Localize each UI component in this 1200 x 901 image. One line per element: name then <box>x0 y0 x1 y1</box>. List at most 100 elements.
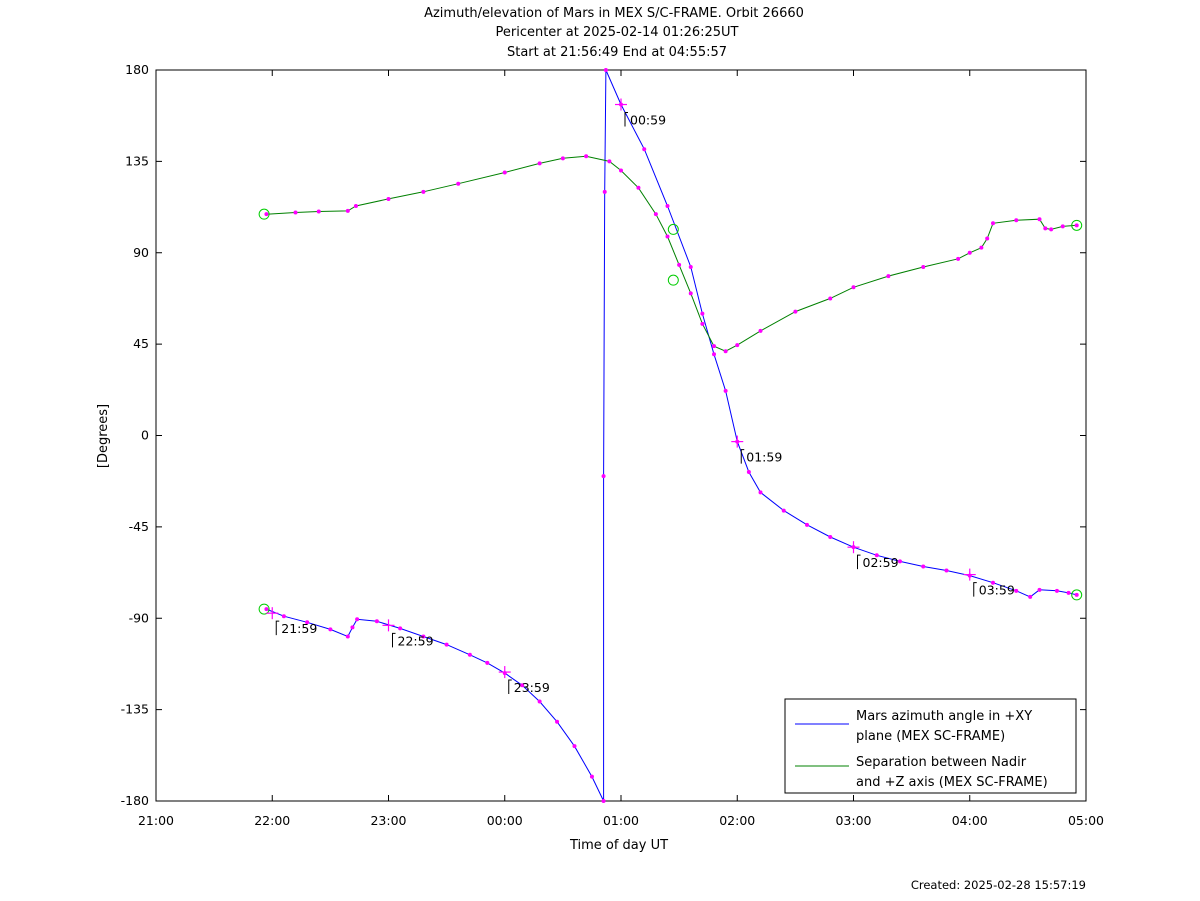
y-tick-label: -90 <box>129 610 149 625</box>
azimuth-data-point <box>281 614 286 619</box>
y-tick-label: 90 <box>133 245 149 260</box>
x-tick-label: 03:00 <box>835 813 871 828</box>
x-tick-label: 05:00 <box>1068 813 1104 828</box>
marker-layer <box>258 68 1083 803</box>
azimuth-data-point <box>1037 587 1042 592</box>
separation-data-point <box>353 204 358 209</box>
hour-label-arrow <box>740 449 745 464</box>
hour-label-arrow <box>392 632 396 648</box>
separation-data-point <box>991 221 995 226</box>
separation-data-point <box>956 256 961 261</box>
hour-label: 23:59 <box>514 680 550 695</box>
circle-marker <box>667 274 679 286</box>
legend-box <box>784 698 1077 794</box>
y-tick-label: 0 <box>141 428 149 443</box>
separation-data-point <box>758 328 763 333</box>
series-layer <box>266 69 1077 802</box>
azimuth-data-point <box>345 634 350 639</box>
x-axis-label: Time of day UT <box>569 838 668 853</box>
x-tick-label: 23:00 <box>370 813 406 828</box>
legend-separation-line-2: and +Z axis (MEX SC-FRAME) <box>856 775 1048 790</box>
separation-data-point <box>386 196 391 201</box>
hour-label: 22:59 <box>398 633 434 648</box>
azimuth-data-point <box>537 699 542 704</box>
separation-data-point <box>636 185 641 190</box>
hour-label-arrow <box>508 679 512 695</box>
azimuth-data-point <box>1014 588 1019 593</box>
circle-marker <box>1071 219 1083 231</box>
separation-data-point <box>793 309 798 314</box>
azimuth-data-point <box>601 474 606 479</box>
separation-data-point <box>712 344 716 349</box>
plot-frame <box>155 69 1087 802</box>
separation-data-point <box>700 321 705 326</box>
separation-data-point <box>967 250 972 255</box>
azimuth-data-point <box>603 68 608 72</box>
separation-data-point <box>584 154 589 159</box>
azimuth-data-point <box>264 607 269 612</box>
separation-series-line <box>266 155 1077 352</box>
legend-azimuth-line-1: Mars azimuth angle in +XY <box>856 709 1032 724</box>
hour-label-layer: 21:59 22:59 23:59 00:59 01:59 02:59 03:59 <box>266 98 1015 695</box>
separation-data-point <box>1043 226 1048 231</box>
separation-data-point <box>1037 217 1042 222</box>
azimuth-data-point <box>520 683 525 688</box>
azimuth-series-line <box>266 69 1077 802</box>
y-tick-label: -135 <box>121 702 149 717</box>
hour-label: 01:59 <box>746 450 782 465</box>
azimuth-data-point <box>485 660 490 665</box>
azimuth-data-point <box>746 470 751 475</box>
title-line-3: Start at 21:56:49 End at 04:55:57 <box>507 45 727 60</box>
separation-data-point <box>1049 227 1054 232</box>
separation-data-point <box>979 245 984 250</box>
azimuth-data-point <box>723 388 728 393</box>
separation-data-point <box>677 262 682 267</box>
separation-data-point <box>560 156 565 161</box>
separation-data-point <box>688 291 693 296</box>
separation-data-point <box>316 209 321 214</box>
separation-data-point <box>735 343 740 348</box>
y-tick-label: 180 <box>125 62 149 77</box>
hour-label-arrow <box>857 554 861 570</box>
separation-data-point <box>886 274 891 279</box>
separation-data-point <box>665 234 670 239</box>
azimuth-data-point <box>991 580 995 585</box>
separation-data-point <box>921 264 926 269</box>
azimuth-data-point <box>781 508 786 513</box>
azimuth-data-point <box>805 522 809 527</box>
azimuth-data-point <box>665 204 670 209</box>
azimuth-data-point <box>700 311 705 316</box>
separation-data-point <box>1060 224 1065 229</box>
hour-label-arrow <box>973 582 977 597</box>
azimuth-data-point <box>1074 592 1079 597</box>
hour-label: 02:59 <box>863 555 899 570</box>
azimuth-data-point <box>642 147 647 152</box>
azimuth-data-point <box>421 634 426 639</box>
created-timestamp: Created: 2025-02-28 15:57:19 <box>911 878 1086 892</box>
legend-separation-line-1: Separation between Nadir <box>856 755 1027 770</box>
y-tick-label: -45 <box>129 519 149 534</box>
azimuth-data-point <box>350 625 355 630</box>
azimuth-data-point <box>589 774 594 779</box>
azimuth-data-point <box>688 264 693 269</box>
hour-label-arrow <box>275 620 280 636</box>
azimuth-data-point <box>444 642 449 647</box>
separation-data-point <box>1014 218 1019 223</box>
x-tick-label: 22:00 <box>254 813 290 828</box>
azimuth-data-point <box>305 620 310 625</box>
separation-data-point <box>851 285 856 290</box>
circle-marker <box>258 603 270 615</box>
legend: Mars azimuth angle in +XY plane (MEX SC-… <box>784 698 1077 794</box>
x-tick-label: 02:00 <box>719 813 755 828</box>
title-line-1: Azimuth/elevation of Mars in MEX S/C-FRA… <box>424 6 804 21</box>
separation-data-point <box>293 210 298 215</box>
azimuth-data-point <box>572 744 577 749</box>
x-tick-label: 00:00 <box>487 813 523 828</box>
circle-marker <box>1071 589 1083 601</box>
circle-marker <box>258 208 270 220</box>
separation-data-point <box>653 212 658 217</box>
y-tick-label: 45 <box>133 336 149 351</box>
title-line-2: Pericenter at 2025-02-14 01:26:25UT <box>495 25 738 40</box>
hour-label: 00:59 <box>630 113 666 128</box>
azimuth-data-point <box>355 617 360 622</box>
